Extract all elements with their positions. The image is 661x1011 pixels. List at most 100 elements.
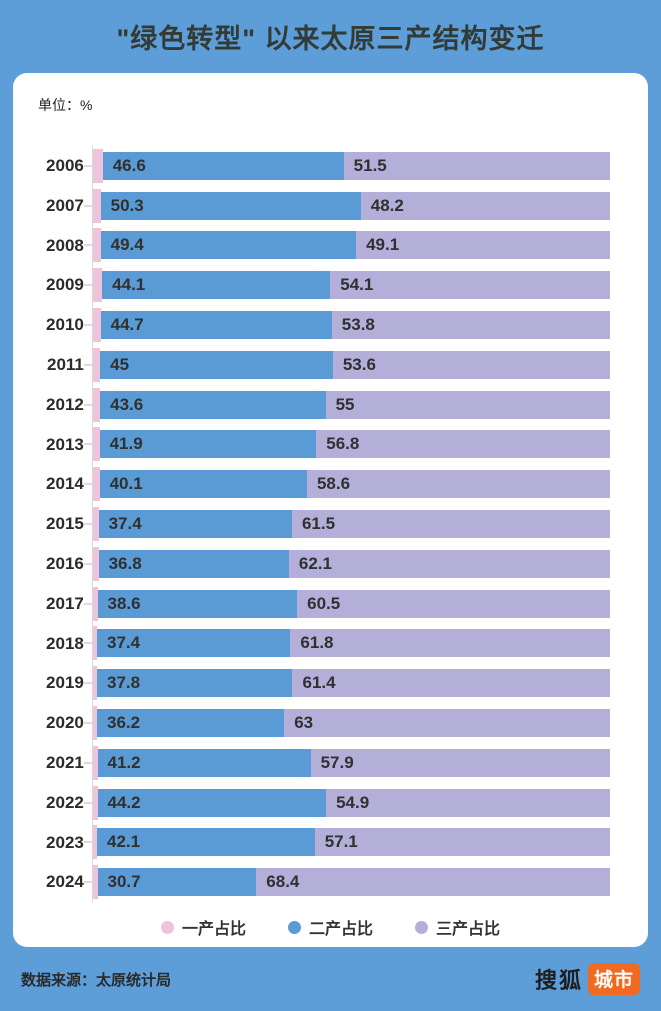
bar-track: 41.9 56.8 bbox=[83, 424, 610, 465]
bar-segment-primary bbox=[92, 706, 97, 741]
legend-item-primary: 一产占比 bbox=[160, 915, 246, 939]
bar-segment-tertiary bbox=[290, 629, 610, 658]
bar-segment-primary bbox=[92, 467, 100, 502]
chart-row: 2011 45 53.6 bbox=[13, 344, 610, 385]
bar-segment-secondary bbox=[100, 311, 332, 340]
tertiary-legend-dot-icon bbox=[415, 920, 428, 934]
legend-item-secondary: 二产占比 bbox=[287, 915, 373, 939]
bar-segment-primary bbox=[92, 865, 98, 900]
bar-segment-tertiary bbox=[325, 390, 610, 419]
city-logo-badge: 城市 bbox=[587, 963, 640, 995]
bar-segment-primary bbox=[92, 666, 97, 701]
bar-track: 44.1 54.1 bbox=[83, 265, 610, 306]
bar-segment-tertiary bbox=[314, 828, 610, 857]
bar-segment-tertiary bbox=[288, 549, 610, 578]
secondary-value-label: 44.7 bbox=[110, 315, 144, 335]
secondary-value-label: 36.2 bbox=[107, 713, 141, 733]
bar-segment-secondary bbox=[97, 629, 291, 658]
bar-segment-primary bbox=[92, 148, 103, 183]
bar-segment-tertiary bbox=[284, 709, 610, 738]
secondary-value-label: 50.3 bbox=[110, 195, 144, 215]
secondary-value-label: 44.2 bbox=[107, 792, 141, 812]
bar-segment-tertiary bbox=[326, 788, 610, 817]
secondary-value-label: 36.8 bbox=[108, 553, 142, 573]
bar-segment-secondary bbox=[97, 748, 311, 777]
legend-label-secondary: 二产占比 bbox=[308, 921, 373, 939]
bar-segment-primary bbox=[92, 626, 97, 661]
tertiary-value-label: 53.6 bbox=[342, 354, 376, 374]
tertiary-value-label: 55 bbox=[335, 394, 355, 414]
bar-track: 46.6 51.5 bbox=[83, 146, 610, 186]
chart-row: 2006 46.6 51.5 bbox=[13, 146, 610, 186]
tertiary-value-label: 61.8 bbox=[300, 633, 334, 653]
year-label: 2011 bbox=[46, 354, 84, 374]
bar-segment-tertiary bbox=[306, 470, 610, 499]
tertiary-value-label: 53.8 bbox=[341, 315, 375, 335]
chart-row: 2017 38.6 60.5 bbox=[13, 583, 610, 624]
year-label: 2007 bbox=[46, 195, 84, 215]
chart-row: 2023 42.1 57.1 bbox=[13, 822, 610, 863]
year-label: 2009 bbox=[46, 275, 84, 295]
tertiary-value-label: 57.1 bbox=[324, 832, 358, 852]
bar-segment-primary bbox=[92, 347, 101, 382]
bar-segment-primary bbox=[92, 825, 97, 860]
bar-segment-primary bbox=[92, 387, 101, 422]
chart-row: 2022 44.2 54.9 bbox=[13, 782, 610, 823]
chart-rows: 2006 46.6 51.5 2007 50.3 48.2 2008 49.4 49.1 2009… bbox=[13, 146, 610, 903]
data-source-label: 数据来源：太原统计局 bbox=[21, 971, 172, 989]
bar-segment-tertiary bbox=[330, 271, 610, 300]
secondary-value-label: 38.6 bbox=[107, 593, 141, 613]
bar-segment-secondary bbox=[100, 191, 361, 220]
secondary-value-label: 41.2 bbox=[107, 752, 141, 772]
bar-segment-tertiary bbox=[332, 350, 610, 379]
tertiary-value-label: 49.1 bbox=[366, 235, 400, 255]
secondary-value-label: 41.9 bbox=[109, 434, 143, 454]
bar-segment-tertiary bbox=[297, 589, 610, 618]
legend-item-tertiary: 三产占比 bbox=[415, 915, 500, 939]
tertiary-value-label: 60.5 bbox=[307, 593, 341, 613]
year-label: 2024 bbox=[46, 872, 84, 892]
bar-segment-secondary bbox=[100, 231, 357, 260]
year-label: 2013 bbox=[46, 434, 84, 454]
year-label: 2023 bbox=[46, 832, 84, 852]
bar-segment-secondary bbox=[97, 788, 327, 817]
bar-segment-tertiary bbox=[360, 191, 610, 220]
bar-segment-secondary bbox=[97, 589, 298, 618]
bar-track: 42.1 57.1 bbox=[83, 822, 610, 863]
year-label: 2020 bbox=[46, 713, 84, 733]
tertiary-value-label: 56.8 bbox=[326, 434, 360, 454]
secondary-value-label: 45 bbox=[110, 354, 130, 374]
chart-row: 2010 44.7 53.8 bbox=[13, 305, 610, 345]
bar-segment-tertiary bbox=[292, 669, 610, 698]
bar-segment-primary bbox=[92, 745, 98, 780]
chart-row: 2007 50.3 48.2 bbox=[13, 185, 610, 226]
bar-segment-tertiary bbox=[316, 430, 610, 459]
chart-row: 2008 49.4 49.1 bbox=[13, 225, 610, 266]
chart-row: 2013 41.9 56.8 bbox=[13, 424, 610, 465]
year-label: 2022 bbox=[46, 792, 84, 812]
tertiary-value-label: 54.9 bbox=[336, 792, 370, 812]
chart-row: 2009 44.1 54.1 bbox=[13, 265, 610, 306]
chart-row: 2018 37.4 61.8 bbox=[13, 623, 610, 664]
tertiary-value-label: 63 bbox=[294, 713, 314, 733]
chart-row: 2014 40.1 58.6 bbox=[13, 464, 610, 505]
sohu-city-logo: 搜狐 城市 bbox=[535, 963, 640, 995]
bar-segment-secondary bbox=[100, 390, 326, 419]
bar-track: 37.4 61.8 bbox=[83, 623, 610, 664]
bar-track: 36.2 63 bbox=[83, 703, 610, 743]
bar-segment-primary bbox=[92, 546, 99, 581]
secondary-value-label: 37.4 bbox=[107, 633, 141, 653]
year-label: 2015 bbox=[46, 514, 84, 534]
secondary-value-label: 40.1 bbox=[109, 474, 143, 494]
bar-segment-tertiary bbox=[310, 748, 610, 777]
chart-card: 单位：% 2006 46.6 51.5 2007 50.3 48.2 2008 49.4 49.… bbox=[13, 73, 648, 947]
tertiary-value-label: 68.4 bbox=[266, 872, 300, 892]
secondary-value-label: 37.4 bbox=[108, 514, 142, 534]
bar-segment-secondary bbox=[100, 350, 333, 379]
bar-track: 44.7 53.8 bbox=[83, 305, 610, 345]
year-label: 2010 bbox=[46, 315, 84, 335]
legend-label-tertiary: 三产占比 bbox=[436, 921, 501, 939]
chart-row: 2024 30.7 68.4 bbox=[13, 862, 610, 903]
legend-label-primary: 一产占比 bbox=[181, 921, 246, 939]
bar-segment-tertiary bbox=[256, 868, 610, 897]
